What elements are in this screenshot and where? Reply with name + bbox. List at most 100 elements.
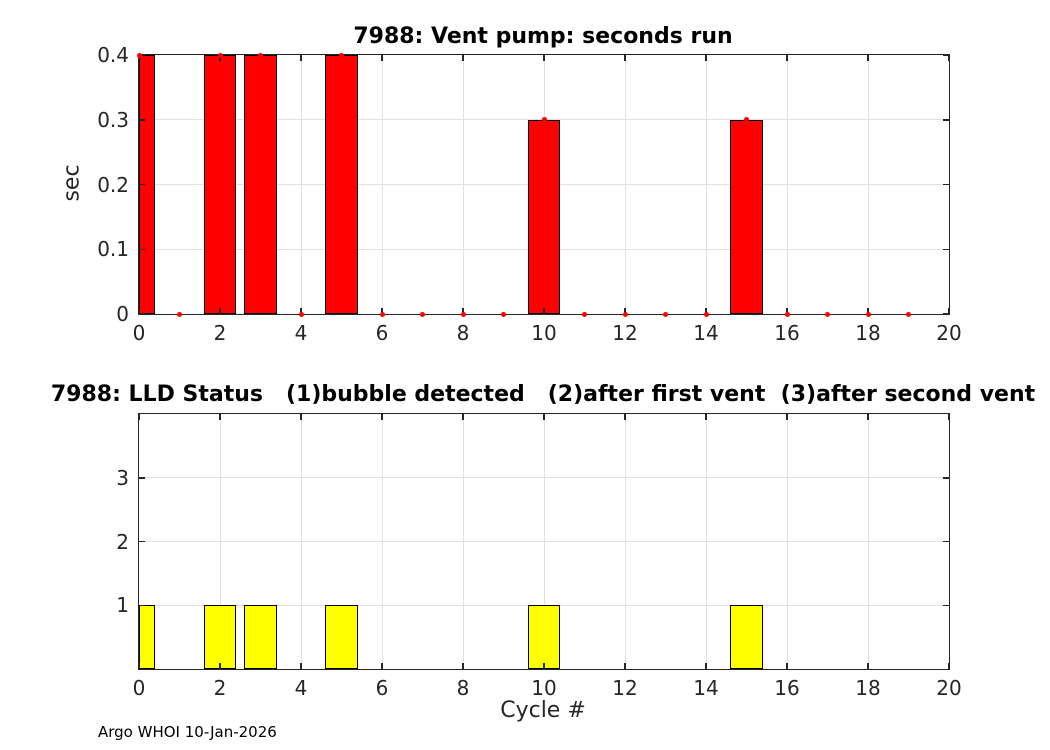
data-marker [217,52,223,58]
x-tick-label: 2 [213,321,227,345]
x-tick-mark [219,308,221,314]
data-marker [825,311,830,317]
x-tick-mark [381,663,383,669]
x-tick-label: 2 [213,676,227,700]
x-tick-mark [138,308,140,314]
x-tick-mark-top [462,414,464,420]
vent-pump-axes: 0 2 4 6 8 10 12 14 16 18 20 0 0.1 0.2 0.3 0.4 [97,43,962,345]
y-tick-mark [139,119,145,121]
gridline-horizontal [139,477,949,479]
x-tick-mark [948,308,950,314]
x-tick-label: 4 [294,676,308,700]
x-tick-label: 0 [132,321,146,345]
x-tick-mark-top [300,55,302,61]
y-tick-mark-right [943,604,949,606]
bar [527,605,561,669]
lld-status-axes: 0 2 4 6 8 10 12 14 16 18 20 1 2 3 [116,413,962,700]
x-tick-mark-top [948,414,950,420]
data-marker [258,52,263,58]
y-tick-label: 0.4 [97,43,129,67]
x-tick-mark-top [381,414,383,420]
x-tick-mark [705,663,707,669]
vent-pump-chart-title: 7988: Vent pump: seconds run [353,24,733,49]
gridline-horizontal [139,541,949,542]
x-tick-mark [786,308,788,314]
bar [527,119,561,314]
x-tick-mark-top [624,55,626,61]
x-tick-mark [462,308,464,314]
y-tick-label: 0 [116,302,129,326]
y-tick-mark-right [943,54,949,56]
bar [244,55,277,314]
x-tick-mark-top [867,55,869,61]
bar [730,119,763,314]
x-tick-mark [786,663,788,669]
y-tick-mark [139,183,145,186]
x-tick-label: 20 [936,321,962,345]
x-tick-mark-top [705,55,707,61]
x-tick-mark [381,308,383,314]
bar [325,605,358,669]
bar [730,605,763,669]
data-marker [622,311,628,317]
data-marker [744,117,749,123]
y-tick-mark [139,313,145,315]
x-tick-mark-top [381,55,383,61]
x-axis-label-cycle: Cycle # [500,698,586,723]
x-tick-mark [138,663,140,669]
bar [325,55,358,314]
x-tick-mark [867,663,869,669]
data-marker [541,117,547,123]
data-marker [663,311,668,317]
y-tick-label: 0.3 [97,107,129,132]
x-tick-mark [867,308,869,314]
x-tick-label: 16 [774,321,800,345]
bar [203,605,237,669]
x-tick-label: 10 [531,676,557,700]
x-tick-label: 18 [855,676,881,700]
x-tick-mark-top [867,414,869,420]
data-marker [298,311,304,317]
x-tick-label: 4 [294,321,308,345]
data-marker [460,311,466,317]
x-tick-mark-top [138,414,140,420]
y-tick-mark-right [943,540,949,543]
y-tick-mark [139,248,145,250]
data-marker [379,311,385,317]
x-tick-label: 6 [375,676,389,700]
x-tick-label: 14 [693,321,719,345]
y-tick-mark-right [943,477,949,479]
y-tick-mark-right [943,248,949,250]
y-tick-mark [139,540,145,543]
x-tick-label: 18 [855,321,881,345]
lld-status-chart-title: 7988: LLD Status (1)bubble detected (2)a… [50,382,1036,407]
x-tick-mark-top [543,55,545,61]
x-tick-mark [219,663,221,669]
y-tick-mark-right [943,119,949,121]
x-tick-mark [948,663,950,669]
x-tick-mark-top [786,55,788,61]
data-marker [420,311,425,317]
x-tick-mark-top [948,55,950,61]
data-marker [339,52,344,58]
y-tick-mark [139,54,145,56]
data-marker [784,311,790,317]
y-tick-mark [139,604,145,606]
bar [139,605,156,669]
data-marker [865,311,871,317]
y-tick-label: 2 [116,529,129,554]
data-marker [906,311,911,317]
x-tick-label: 8 [456,321,470,345]
x-tick-mark-top [705,414,707,420]
x-tick-mark [543,308,545,314]
x-tick-mark-top [219,414,221,420]
y-tick-mark [139,477,145,479]
x-tick-mark [705,308,707,314]
x-tick-mark [624,663,626,669]
x-tick-mark [300,308,302,314]
data-marker [582,311,587,317]
x-tick-label: 12 [612,321,638,345]
x-tick-mark [462,663,464,669]
x-tick-mark [543,663,545,669]
